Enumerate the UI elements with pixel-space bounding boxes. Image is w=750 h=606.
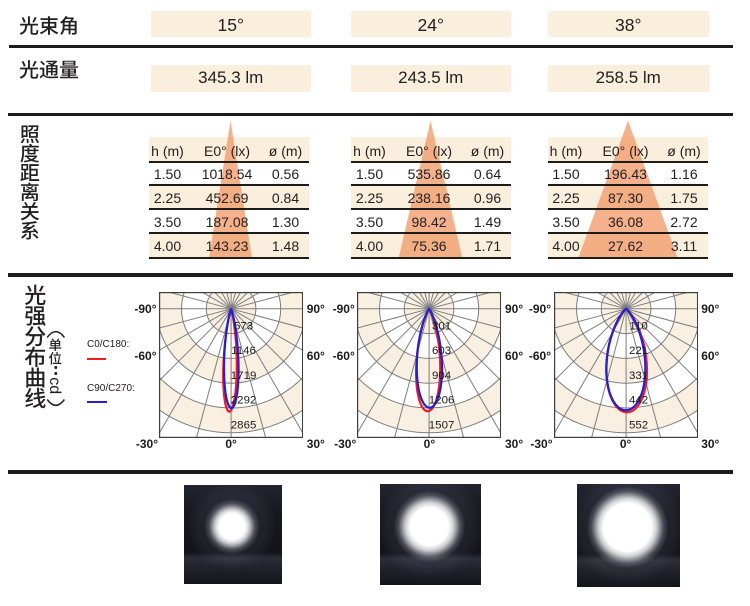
svg-text:cd: cd bbox=[46, 377, 63, 394]
svg-text:1206: 1206 bbox=[429, 395, 455, 407]
svg-text:221: 221 bbox=[629, 345, 648, 357]
svg-text:110: 110 bbox=[629, 321, 647, 333]
svg-text:1507: 1507 bbox=[429, 420, 455, 432]
svg-text:904: 904 bbox=[432, 370, 452, 382]
svg-text:2292: 2292 bbox=[231, 395, 257, 407]
svg-text:552: 552 bbox=[629, 420, 648, 432]
svg-text:573: 573 bbox=[234, 321, 253, 333]
svg-text:2865: 2865 bbox=[231, 420, 257, 432]
svg-text:1719: 1719 bbox=[231, 370, 257, 382]
svg-text:603: 603 bbox=[432, 345, 451, 357]
svg-text:1146: 1146 bbox=[231, 345, 256, 357]
svg-text:331: 331 bbox=[629, 370, 648, 382]
svg-text:442: 442 bbox=[629, 395, 648, 407]
svg-text:301: 301 bbox=[432, 321, 451, 333]
